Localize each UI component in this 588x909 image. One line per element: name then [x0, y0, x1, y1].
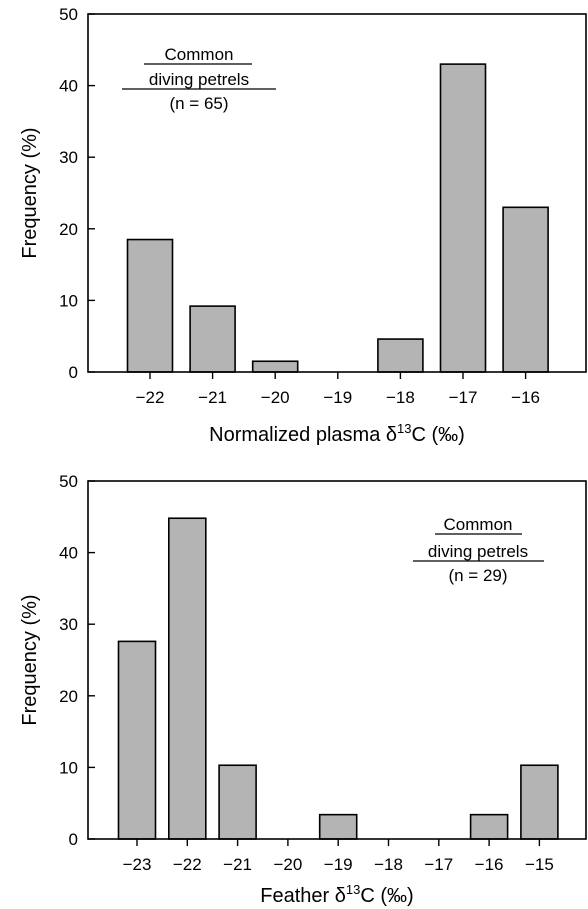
- y-tick-label: 50: [59, 5, 78, 24]
- y-tick-label: 30: [59, 615, 78, 634]
- x-tick-label: −21: [223, 855, 252, 874]
- x-tick-label: −16: [511, 388, 540, 407]
- x-tick-label: −18: [386, 388, 415, 407]
- feather-histogram: 0 10 20 30 40 50 −23 −22 −21 −20 −19 −18 −17 −16 −15 Fe…: [19, 472, 587, 907]
- x-tick-label: −19: [323, 388, 352, 407]
- x-tick-label: −23: [123, 855, 152, 874]
- x-tick-label: −17: [424, 855, 453, 874]
- annotation-line-3: (n = 29): [448, 566, 507, 585]
- bar-minus20: [251, 360, 299, 373]
- annotation-line-2: diving petrels: [428, 542, 528, 561]
- bar-minus21: [218, 764, 257, 840]
- bar-minus15: [520, 764, 559, 840]
- y-tick-label: 0: [69, 363, 78, 382]
- bar-minus18: [377, 338, 424, 373]
- annotation-line-1: Common: [165, 45, 234, 64]
- x-tick-label: −19: [324, 855, 353, 874]
- y-tick-label: 20: [59, 220, 78, 239]
- plot-frame: [87, 480, 587, 840]
- x-tick-label: −22: [173, 855, 202, 874]
- x-axis-title: Normalized plasma δ13C (‰): [209, 421, 465, 446]
- x-axis-title: Feather δ13C (‰): [260, 882, 413, 907]
- y-tick-label: 10: [59, 758, 78, 777]
- plasma-histogram: 0 10 20 30 40 50 −22 −21 −20 −19 −18 −17 −16 Normaliz…: [19, 5, 587, 446]
- bar-minus17: [439, 63, 487, 373]
- bar-minus19: [318, 813, 358, 840]
- bar-minus16: [502, 206, 549, 373]
- y-tick-label: 40: [59, 77, 78, 96]
- x-tick-label: −22: [136, 388, 165, 407]
- y-tick-label: 20: [59, 687, 78, 706]
- annotation-line-2: diving petrels: [149, 70, 249, 89]
- bar-minus21: [189, 305, 236, 373]
- bar-minus23: [117, 640, 157, 840]
- x-tick-label: −18: [374, 855, 403, 874]
- plot-frame: [87, 13, 587, 373]
- y-tick-label: 30: [59, 148, 78, 167]
- y-tick-label: 50: [59, 472, 78, 491]
- y-tick-label: 10: [59, 291, 78, 310]
- bar-minus22: [126, 238, 174, 373]
- annotation-line-3: (n = 65): [169, 94, 228, 113]
- x-tick-label: −15: [525, 855, 554, 874]
- y-axis-title: Frequency (%): [19, 594, 41, 725]
- x-tick-label: −21: [198, 388, 227, 407]
- x-tick-label: −20: [273, 855, 302, 874]
- x-tick-label: −17: [449, 388, 478, 407]
- y-tick-label: 0: [69, 830, 78, 849]
- x-tick-label: −20: [261, 388, 290, 407]
- bar-minus16: [469, 813, 509, 840]
- y-axis-title: Frequency (%): [19, 127, 41, 258]
- x-tick-label: −16: [475, 855, 504, 874]
- y-tick-label: 40: [59, 544, 78, 563]
- bar-minus22: [168, 517, 207, 840]
- annotation-line-1: Common: [444, 515, 513, 534]
